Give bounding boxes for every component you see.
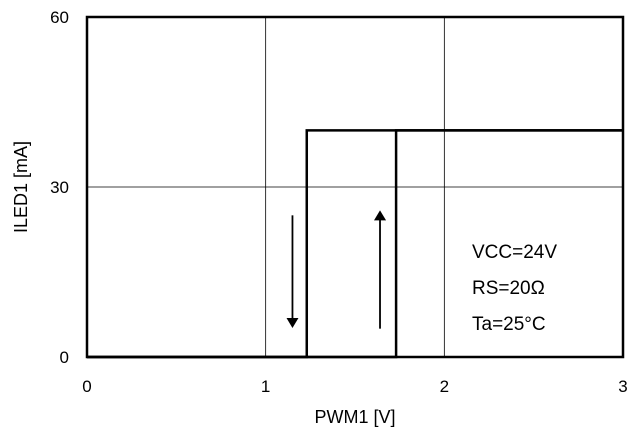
y-tick-label: 60: [50, 8, 69, 27]
annotation-vcc: VCC=24V: [472, 242, 557, 263]
annotation-ta: Ta=25°C: [472, 314, 546, 335]
series-lines: [87, 129, 623, 359]
direction-arrows: [286, 210, 387, 329]
x-tick-label: 3: [618, 377, 627, 396]
x-tick-label: 2: [440, 377, 449, 396]
y-tick-label: 30: [50, 178, 69, 197]
series-line-increasing: [87, 129, 623, 359]
y-tick-label: 0: [60, 348, 69, 367]
x-axis-label: PWM1 [V]: [314, 407, 395, 427]
y-axis-label: ILED1 [mA]: [11, 141, 31, 233]
grid-lines: [87, 17, 623, 357]
condition-annotations: VCC=24V RS=20Ω Ta=25°C: [472, 242, 557, 335]
annotation-rs: RS=20Ω: [472, 278, 545, 299]
x-tick-label: 0: [82, 377, 91, 396]
x-tick-label: 1: [261, 377, 270, 396]
